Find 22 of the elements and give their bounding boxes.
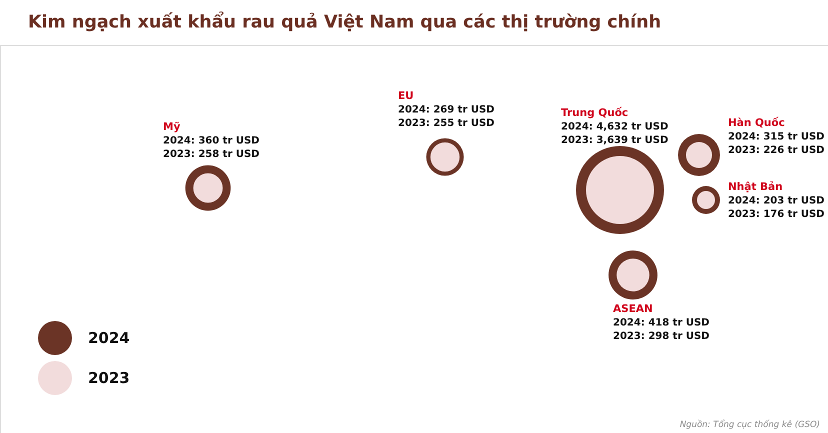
category-label: Hàn Quốc [728, 116, 785, 129]
data-label: 2023: 298 tr USD [613, 331, 710, 342]
category-label: Mỹ [163, 121, 180, 133]
data-label: 2023: 176 tr USD [728, 209, 824, 220]
data-label: 2023: 258 tr USD [163, 149, 260, 160]
data-label: 2024: 360 tr USD [163, 136, 260, 146]
data-label: 2023: 255 tr USD [398, 118, 494, 129]
text: Kim ngạch xuất khẩu rau quả Việt Nam qua các thị trường chính [28, 12, 662, 32]
category-label: EU [398, 90, 414, 102]
data-label: 2024: 203 tr USD [728, 196, 824, 206]
data-label: 2024: 315 tr USD [728, 132, 824, 142]
data-label: 2023: 3,639 tr USD [561, 135, 668, 146]
data-label: 2023: 226 tr USD [728, 145, 824, 156]
category-label: ASEAN [613, 303, 653, 315]
category-label: Trung Quốc [561, 106, 628, 119]
legend-label: 2023 [88, 369, 130, 387]
data-label: 2024: 418 tr USD [613, 318, 710, 328]
data-label: 2024: 269 tr USD [398, 104, 494, 116]
text: Nguồn: Tổng cục thống kê (GSO) [680, 419, 820, 430]
legend-label: 2024 [88, 329, 130, 347]
category-label: Nhật Bản [728, 181, 783, 193]
data-label: 2024: 4,632 tr USD [561, 122, 668, 132]
